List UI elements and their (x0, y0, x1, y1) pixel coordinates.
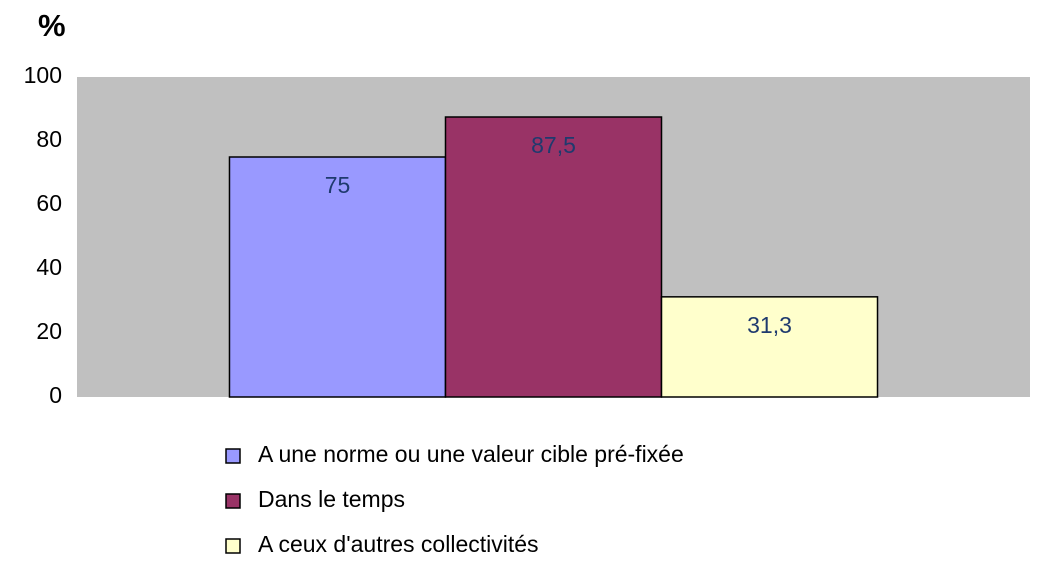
data-label: 31,3 (747, 312, 792, 338)
legend-swatch (225, 448, 241, 464)
data-label: 75 (325, 172, 351, 198)
legend-label: Dans le temps (258, 486, 405, 512)
bar (228, 156, 447, 398)
y-tick-label: 20 (36, 318, 62, 344)
y-tick-label: 60 (36, 190, 62, 216)
bar (444, 116, 663, 398)
legend-swatch (225, 538, 241, 554)
y-tick-label: 100 (24, 62, 62, 88)
y-tick-label: 40 (36, 254, 62, 280)
y-axis-label: % (38, 8, 66, 43)
legend-label: A une norme ou une valeur cible pré-fixé… (258, 441, 684, 467)
y-tick-label: 80 (36, 126, 62, 152)
data-label: 87,5 (531, 132, 576, 158)
bar (660, 296, 879, 398)
y-tick-label: 0 (49, 382, 62, 408)
legend-swatch (225, 493, 241, 509)
legend-label: A ceux d'autres collectivités (258, 531, 539, 557)
